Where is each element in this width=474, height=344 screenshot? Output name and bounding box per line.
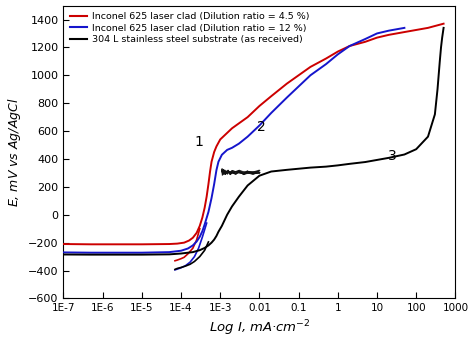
Text: $1$: $1$ bbox=[194, 136, 204, 149]
Y-axis label: $E$, mV vs Ag/AgCl: $E$, mV vs Ag/AgCl bbox=[6, 97, 23, 207]
X-axis label: Log $I$, mA·cm$^{-2}$: Log $I$, mA·cm$^{-2}$ bbox=[209, 319, 310, 338]
Text: $2$: $2$ bbox=[255, 120, 265, 134]
Text: $3$: $3$ bbox=[387, 149, 397, 163]
Legend: Inconel 625 laser clad (Dilution ratio = 4.5 %), Inconel 625 laser clad (Dilutio: Inconel 625 laser clad (Dilution ratio =… bbox=[68, 10, 311, 46]
